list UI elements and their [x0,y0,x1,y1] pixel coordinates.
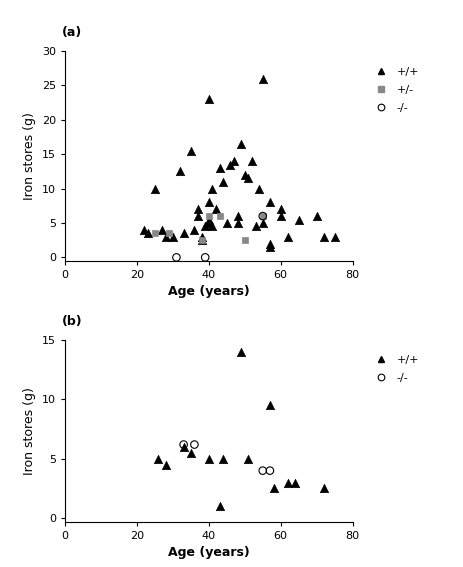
Point [244,174,251,183]
Point [151,229,158,238]
Point [194,205,201,214]
Point [219,177,226,186]
Text: (b): (b) [62,315,82,328]
Point [269,484,277,493]
Point [313,211,320,221]
Point [237,139,244,149]
Text: (a): (a) [62,26,82,39]
X-axis label: Age (years): Age (years) [168,285,249,298]
Point [251,222,259,231]
Legend: +/+, -/-: +/+, -/- [369,355,418,383]
Point [233,218,241,227]
Y-axis label: Iron stores (g): Iron stores (g) [23,387,36,475]
Point [162,232,169,242]
Point [201,222,208,231]
Point [215,502,223,511]
Point [165,229,173,238]
Point [201,253,208,262]
Point [276,205,284,214]
Point [205,198,212,207]
Point [266,466,273,475]
Point [198,236,205,245]
Point [255,184,263,193]
Point [190,440,198,449]
Point [237,348,244,357]
Point [194,211,201,221]
Point [190,225,198,234]
Point [215,163,223,172]
Point [258,211,266,221]
Point [180,442,187,451]
Point [294,215,302,224]
Point [266,401,273,410]
Point [187,146,194,155]
Point [241,170,248,179]
Point [155,454,162,463]
Point [319,484,327,493]
Point [283,478,291,487]
Point [226,160,234,169]
Point [151,184,158,193]
Point [176,167,183,176]
Point [212,205,219,214]
Point [258,218,266,227]
Point [241,236,248,245]
Point [208,222,216,231]
Point [187,448,194,458]
Legend: +/+, +/-, -/-: +/+, +/-, -/- [369,67,418,113]
Point [169,232,176,242]
Point [258,74,266,83]
Point [276,211,284,221]
Point [198,236,205,245]
Point [244,454,251,463]
Point [198,232,205,242]
Point [233,211,241,221]
X-axis label: Age (years): Age (years) [168,546,249,559]
Point [266,239,273,248]
Point [205,454,212,463]
Point [205,95,212,104]
Point [205,215,212,224]
Point [180,229,187,238]
Point [266,243,273,252]
Point [230,156,237,166]
Point [208,184,216,193]
Point [205,218,212,227]
Point [266,198,273,207]
Point [283,232,291,242]
Point [319,232,327,242]
Point [215,211,223,221]
Point [258,466,266,475]
Point [258,211,266,221]
Point [205,211,212,221]
Point [180,440,187,449]
Point [158,225,165,234]
Point [330,232,338,242]
Point [223,218,230,227]
Y-axis label: Iron stores (g): Iron stores (g) [23,112,36,200]
Point [140,225,148,234]
Point [162,460,169,469]
Point [248,156,255,166]
Point [219,454,226,463]
Point [291,478,298,487]
Point [144,229,151,238]
Point [172,253,180,262]
